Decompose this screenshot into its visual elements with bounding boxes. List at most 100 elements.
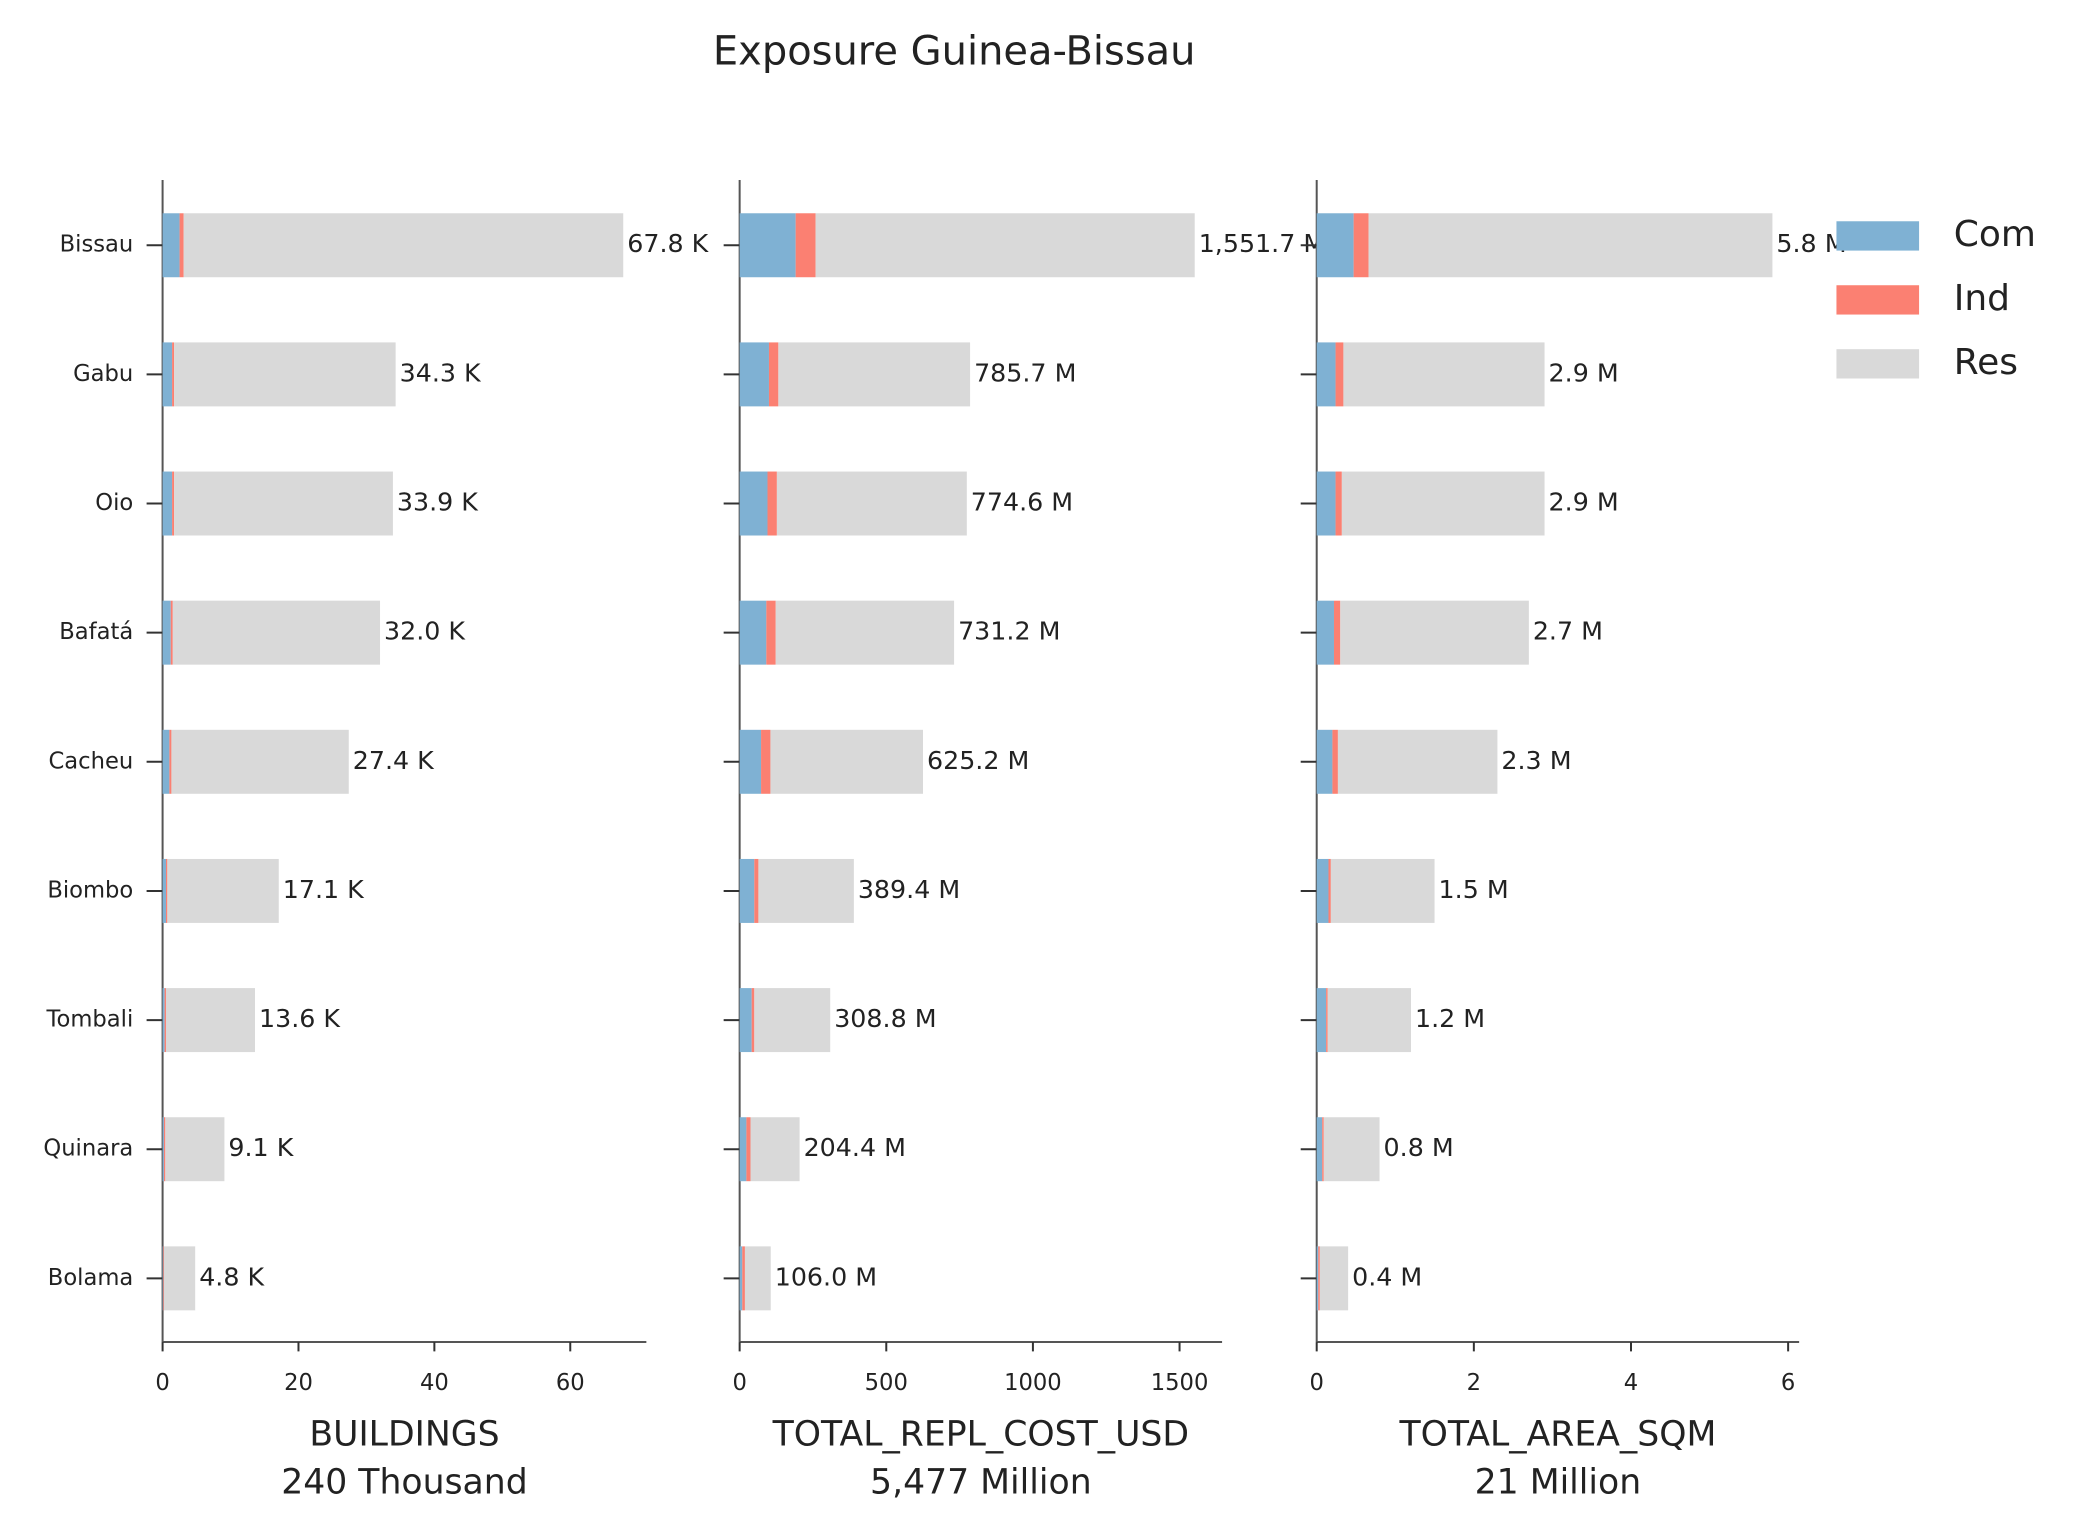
- legend-swatch: [1836, 285, 1920, 315]
- total-label: 1.5 M: [1439, 874, 1509, 904]
- bar-segment: [1316, 600, 1334, 665]
- bar-segment: [1319, 1246, 1349, 1311]
- bar-segment: [766, 600, 776, 665]
- bar-segment: [1316, 988, 1327, 1053]
- legend-label: Res: [1954, 342, 2018, 383]
- bar-segment: [1340, 600, 1529, 665]
- y-tick-label: Bafatá: [59, 619, 133, 645]
- bar-segment: [767, 471, 777, 536]
- bar-segment: [162, 988, 165, 1053]
- total-label: 17.1 K: [283, 874, 365, 904]
- x-tick-label: 4: [1624, 1370, 1638, 1396]
- x-axis-subtitle: 5,477 Million: [870, 1462, 1092, 1502]
- x-axis-subtitle: 240 Thousand: [281, 1462, 528, 1502]
- x-tick-label: 6: [1781, 1370, 1795, 1396]
- bar-segment: [171, 729, 349, 794]
- total-label: 731.2 M: [958, 616, 1060, 646]
- total-label: 2.9 M: [1549, 487, 1619, 517]
- y-tick-label: Gabu: [73, 361, 133, 387]
- x-tick-label: 0: [155, 1370, 169, 1396]
- legend-label: Ind: [1954, 278, 2010, 319]
- bar-segment: [169, 729, 172, 794]
- bar-segment: [1322, 1117, 1324, 1182]
- x-tick-label: 1000: [1004, 1370, 1062, 1396]
- bar-segment: [768, 342, 779, 407]
- bar-segment: [1341, 471, 1545, 536]
- y-tick-label: Cacheu: [49, 748, 134, 774]
- bar-segment: [1316, 1117, 1323, 1182]
- x-tick-label: 60: [556, 1370, 585, 1396]
- bar-segment: [754, 858, 759, 923]
- x-tick-label: 20: [284, 1370, 313, 1396]
- y-tick-label: Biombo: [47, 877, 133, 903]
- bar-segment: [1316, 1246, 1319, 1311]
- bar-segment: [1330, 858, 1435, 923]
- bar-segment: [164, 988, 166, 1053]
- bar-segment: [167, 858, 279, 923]
- bar-segment: [795, 213, 816, 278]
- bar-segment: [172, 600, 381, 665]
- bar-segment: [165, 988, 255, 1053]
- bar-segment: [744, 1246, 771, 1311]
- total-label: 32.0 K: [384, 616, 466, 646]
- bar-segment: [739, 858, 755, 923]
- bar-segment: [815, 213, 1195, 278]
- x-tick-label: 0: [732, 1370, 746, 1396]
- bar-segment: [1337, 729, 1498, 794]
- legend-swatch: [1836, 221, 1920, 251]
- bar-segment: [751, 988, 755, 1053]
- total-label: 9.1 K: [228, 1132, 294, 1162]
- chart-title: Exposure Guinea-Bissau: [713, 28, 1196, 74]
- bar-segment: [172, 342, 175, 407]
- bar-segment: [739, 213, 796, 278]
- bar-segment: [1323, 1117, 1380, 1182]
- bar-segment: [778, 342, 971, 407]
- total-label: 1.2 M: [1415, 1003, 1485, 1033]
- bar-segment: [1316, 213, 1354, 278]
- bar-segment: [172, 471, 175, 536]
- x-tick-label: 0: [1309, 1370, 1323, 1396]
- y-tick-label: Bissau: [60, 232, 134, 258]
- bar-segment: [1328, 858, 1331, 923]
- total-label: 33.9 K: [397, 487, 479, 517]
- bar-segment: [183, 213, 624, 278]
- y-tick-label: Quinara: [43, 1136, 133, 1162]
- total-label: 0.8 M: [1384, 1132, 1454, 1162]
- bar-segment: [162, 342, 173, 407]
- bar-segment: [162, 213, 180, 278]
- total-label: 5.8 M: [1776, 228, 1846, 258]
- bar-segment: [739, 342, 769, 407]
- bar-segment: [1316, 729, 1333, 794]
- total-label: 785.7 M: [974, 357, 1076, 387]
- bar-segment: [746, 1117, 751, 1182]
- y-tick-label: Bolama: [48, 1265, 133, 1291]
- bar-segment: [1326, 988, 1328, 1053]
- total-label: 67.8 K: [627, 228, 709, 258]
- bar-segment: [1335, 471, 1342, 536]
- x-axis-label: TOTAL_AREA_SQM: [1398, 1414, 1716, 1454]
- bar-segment: [1327, 988, 1411, 1053]
- bar-segment: [1368, 213, 1773, 278]
- bar-segment: [174, 342, 396, 407]
- total-label: 308.8 M: [834, 1003, 936, 1033]
- total-label: 2.7 M: [1533, 616, 1603, 646]
- bar-segment: [739, 988, 752, 1053]
- bar-segment: [739, 471, 768, 536]
- y-tick-label: Tombali: [46, 1007, 134, 1033]
- bar-segment: [761, 729, 771, 794]
- bar-segment: [162, 729, 170, 794]
- x-tick-label: 500: [865, 1370, 908, 1396]
- bar-segment: [1318, 1246, 1320, 1311]
- bar-segment: [739, 1246, 743, 1311]
- bar-segment: [163, 1117, 166, 1182]
- total-label: 27.4 K: [353, 745, 435, 775]
- bar-segment: [1316, 342, 1336, 407]
- total-label: 389.4 M: [858, 874, 960, 904]
- x-tick-label: 2: [1467, 1370, 1481, 1396]
- bar-segment: [165, 1117, 225, 1182]
- bar-segment: [1353, 213, 1369, 278]
- bar-segment: [1343, 342, 1545, 407]
- total-label: 34.3 K: [400, 357, 482, 387]
- y-tick-label: Oio: [95, 490, 133, 516]
